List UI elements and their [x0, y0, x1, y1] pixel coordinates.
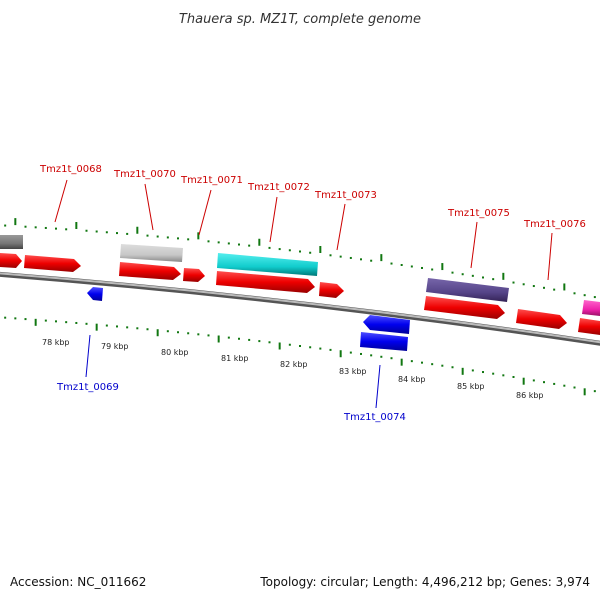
gene-label-tmz1t-0069[interactable]: Tmz1t_0069 [56, 382, 119, 393]
reverse-tick-track [4, 316, 596, 396]
cds-arrow-forward[interactable] [119, 262, 181, 280]
cds-arrow-forward[interactable] [516, 309, 567, 329]
cds-arrow-forward[interactable] [424, 296, 505, 319]
axis-label: 81 kbp [221, 354, 249, 363]
forward-cds-track [0, 253, 600, 335]
cds-arrow-reverse[interactable] [363, 315, 410, 334]
leader-line-tmz1t-0075 [470, 221, 478, 269]
map-title: Thauera sp. MZ1T, complete genome [179, 12, 421, 27]
axis-label: 79 kbp [101, 342, 129, 351]
axis-label: 80 kbp [161, 348, 189, 357]
leader-line-tmz1t-0073 [336, 203, 346, 251]
leader-line-tmz1t-0069 [85, 334, 91, 378]
axis-label: 86 kbp [516, 391, 544, 400]
cds-arrow-forward[interactable] [0, 253, 22, 268]
genome-backbone-highlight [0, 272, 600, 344]
forward-tick-track [4, 218, 596, 299]
cds-arrow-forward[interactable] [183, 268, 205, 282]
gene-label-tmz1t-0072[interactable]: Tmz1t_0072 [247, 182, 310, 193]
leader-line-tmz1t-0068 [54, 179, 68, 223]
cds-arrow-reverse[interactable] [87, 287, 103, 301]
axis-label: 82 kbp [280, 360, 308, 369]
axis-label: 85 kbp [457, 382, 485, 391]
leader-line-tmz1t-0071 [198, 189, 212, 236]
leader-line-tmz1t-0076 [547, 232, 553, 281]
cds-arrow-reverse[interactable] [360, 332, 408, 351]
forward-gene-labels: Tmz1t_0068 Tmz1t_0070 Tmz1t_0071 Tmz1t_0… [39, 164, 586, 230]
gene-bar-magenta[interactable] [582, 300, 600, 316]
gene-bar-indigo[interactable] [426, 278, 509, 302]
gene-bar-cyan[interactable] [217, 253, 318, 276]
gene-label-tmz1t-0074[interactable]: Tmz1t_0074 [343, 412, 406, 423]
axis-label: 84 kbp [398, 375, 426, 384]
axis-label: 83 kbp [339, 367, 367, 376]
leader-line-tmz1t-0070 [144, 183, 154, 231]
leader-line-tmz1t-0074 [375, 364, 381, 409]
cds-arrow-forward[interactable] [24, 255, 81, 272]
genome-stats-text: Topology: circular; Length: 4,496,212 bp… [259, 575, 590, 589]
gene-label-tmz1t-0071[interactable]: Tmz1t_0071 [180, 175, 243, 186]
cds-arrow-forward[interactable] [578, 318, 600, 335]
gene-label-tmz1t-0070[interactable]: Tmz1t_0070 [113, 169, 176, 180]
gene-label-tmz1t-0075[interactable]: Tmz1t_0075 [447, 208, 510, 219]
feature-track [0, 235, 600, 316]
gene-bar-lightgray[interactable] [120, 244, 183, 262]
gene-label-tmz1t-0073[interactable]: Tmz1t_0073 [314, 190, 377, 201]
gene-bar-gray[interactable] [0, 235, 23, 249]
label-leader-lines [54, 179, 553, 409]
axis-labels: 78 kbp 79 kbp 80 kbp 81 kbp 82 kbp 83 kb… [42, 338, 544, 400]
reverse-gene-labels: Tmz1t_0069 Tmz1t_0074 [56, 382, 406, 423]
accession-text: Accession: NC_011662 [10, 575, 146, 589]
cds-arrow-forward[interactable] [319, 282, 344, 298]
gene-label-tmz1t-0076[interactable]: Tmz1t_0076 [523, 219, 586, 230]
axis-label: 78 kbp [42, 338, 70, 347]
gene-label-tmz1t-0068[interactable]: Tmz1t_0068 [39, 164, 102, 175]
reverse-cds-track [87, 287, 410, 351]
leader-line-tmz1t-0072 [269, 196, 278, 243]
cds-arrow-forward[interactable] [216, 271, 315, 293]
